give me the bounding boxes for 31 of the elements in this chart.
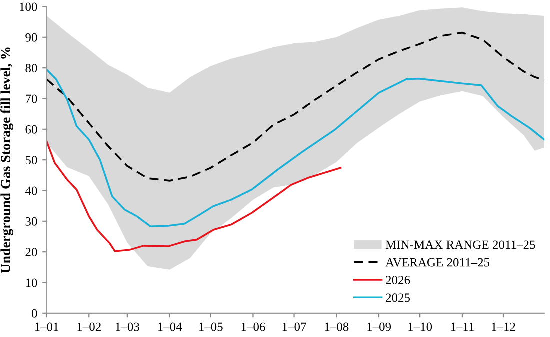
x-tick-label: 1–08 [325,322,349,332]
x-tick-label: 1–12 [492,322,516,332]
y-tick-label: 90 [26,33,38,42]
x-tick-label: 1–11 [451,322,474,332]
line-series [46,68,544,228]
y-tick-label: 50 [26,156,38,165]
y-tick-label: 30 [26,217,38,226]
y-tick-label: 10 [26,278,38,288]
y-tick-label: 70 [26,94,38,104]
y-tick-label: 80 [26,64,38,73]
line-series [46,140,342,252]
annotation: MIN-MAX RANGE 2011–25 [386,240,536,250]
x-tick-label: 1–05 [199,322,223,332]
x-tick-label: 1–04 [158,322,182,332]
legend-label: 2026 [386,276,410,284]
x-tick-label: 1–03 [116,322,140,332]
x-tick-label: 1–06 [242,322,266,332]
legend-label: AVERAGE 2011–25 [386,258,490,267]
x-tick-label: 1–01 [35,322,58,332]
x-tick-label: 1–09 [368,322,392,332]
x-tick-label: 1–02 [78,322,101,332]
y-tick-label: 60 [26,125,38,134]
y-tick-label: 100 [20,2,38,12]
legend-label: 2025 [386,294,410,302]
x-tick-label: 1–10 [408,322,432,332]
line-series [46,32,544,182]
x-tick-label: 1–07 [282,322,306,332]
y-tick-label: 0 [32,309,38,318]
y-tick-label: 40 [25,186,38,196]
y-axis-title: Underground Gas Storage fill level, % [0,48,14,274]
y-tick-label: 20 [26,248,38,257]
